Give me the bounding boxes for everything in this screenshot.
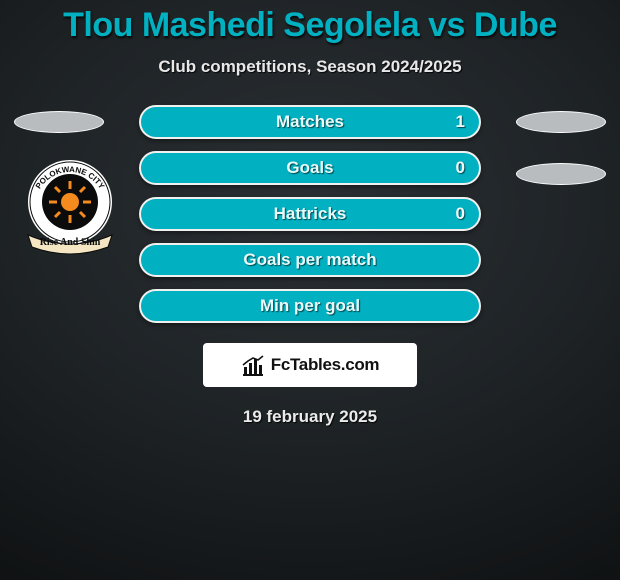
page-subtitle: Club competitions, Season 2024/2025 bbox=[158, 57, 461, 77]
stat-value: 1 bbox=[456, 112, 465, 132]
stat-pill-matches: Matches 1 bbox=[139, 105, 481, 139]
stat-label: Goals bbox=[286, 158, 333, 178]
stats-area: POLOKWANE CITY Rise And Shin Matches 1 G… bbox=[0, 105, 620, 335]
club-badge-left: POLOKWANE CITY Rise And Shin bbox=[20, 157, 120, 257]
side-ellipse-left-1 bbox=[14, 111, 104, 133]
stat-pill-goals: Goals 0 bbox=[139, 151, 481, 185]
stat-pill-min-per-goal: Min per goal bbox=[139, 289, 481, 323]
side-ellipse-right-1 bbox=[516, 111, 606, 133]
bar-chart-icon bbox=[241, 353, 265, 377]
stat-label: Matches bbox=[276, 112, 344, 132]
footer-date: 19 february 2025 bbox=[243, 407, 377, 427]
stat-pill-hattricks: Hattricks 0 bbox=[139, 197, 481, 231]
stat-label: Goals per match bbox=[243, 250, 376, 270]
side-ellipse-right-2 bbox=[516, 163, 606, 185]
stat-value: 0 bbox=[456, 158, 465, 178]
page-title: Tlou Mashedi Segolela vs Dube bbox=[63, 6, 557, 45]
badge-banner-text: Rise And Shin bbox=[40, 237, 101, 248]
stat-value: 0 bbox=[456, 204, 465, 224]
stat-label: Min per goal bbox=[260, 296, 360, 316]
stat-label: Hattricks bbox=[274, 204, 347, 224]
stat-pill-goals-per-match: Goals per match bbox=[139, 243, 481, 277]
club-badge-svg: POLOKWANE CITY Rise And Shin bbox=[20, 157, 120, 257]
content: Tlou Mashedi Segolela vs Dube Club compe… bbox=[0, 0, 620, 580]
brand-text: FcTables.com bbox=[271, 355, 380, 375]
brand-box: FcTables.com bbox=[203, 343, 417, 387]
